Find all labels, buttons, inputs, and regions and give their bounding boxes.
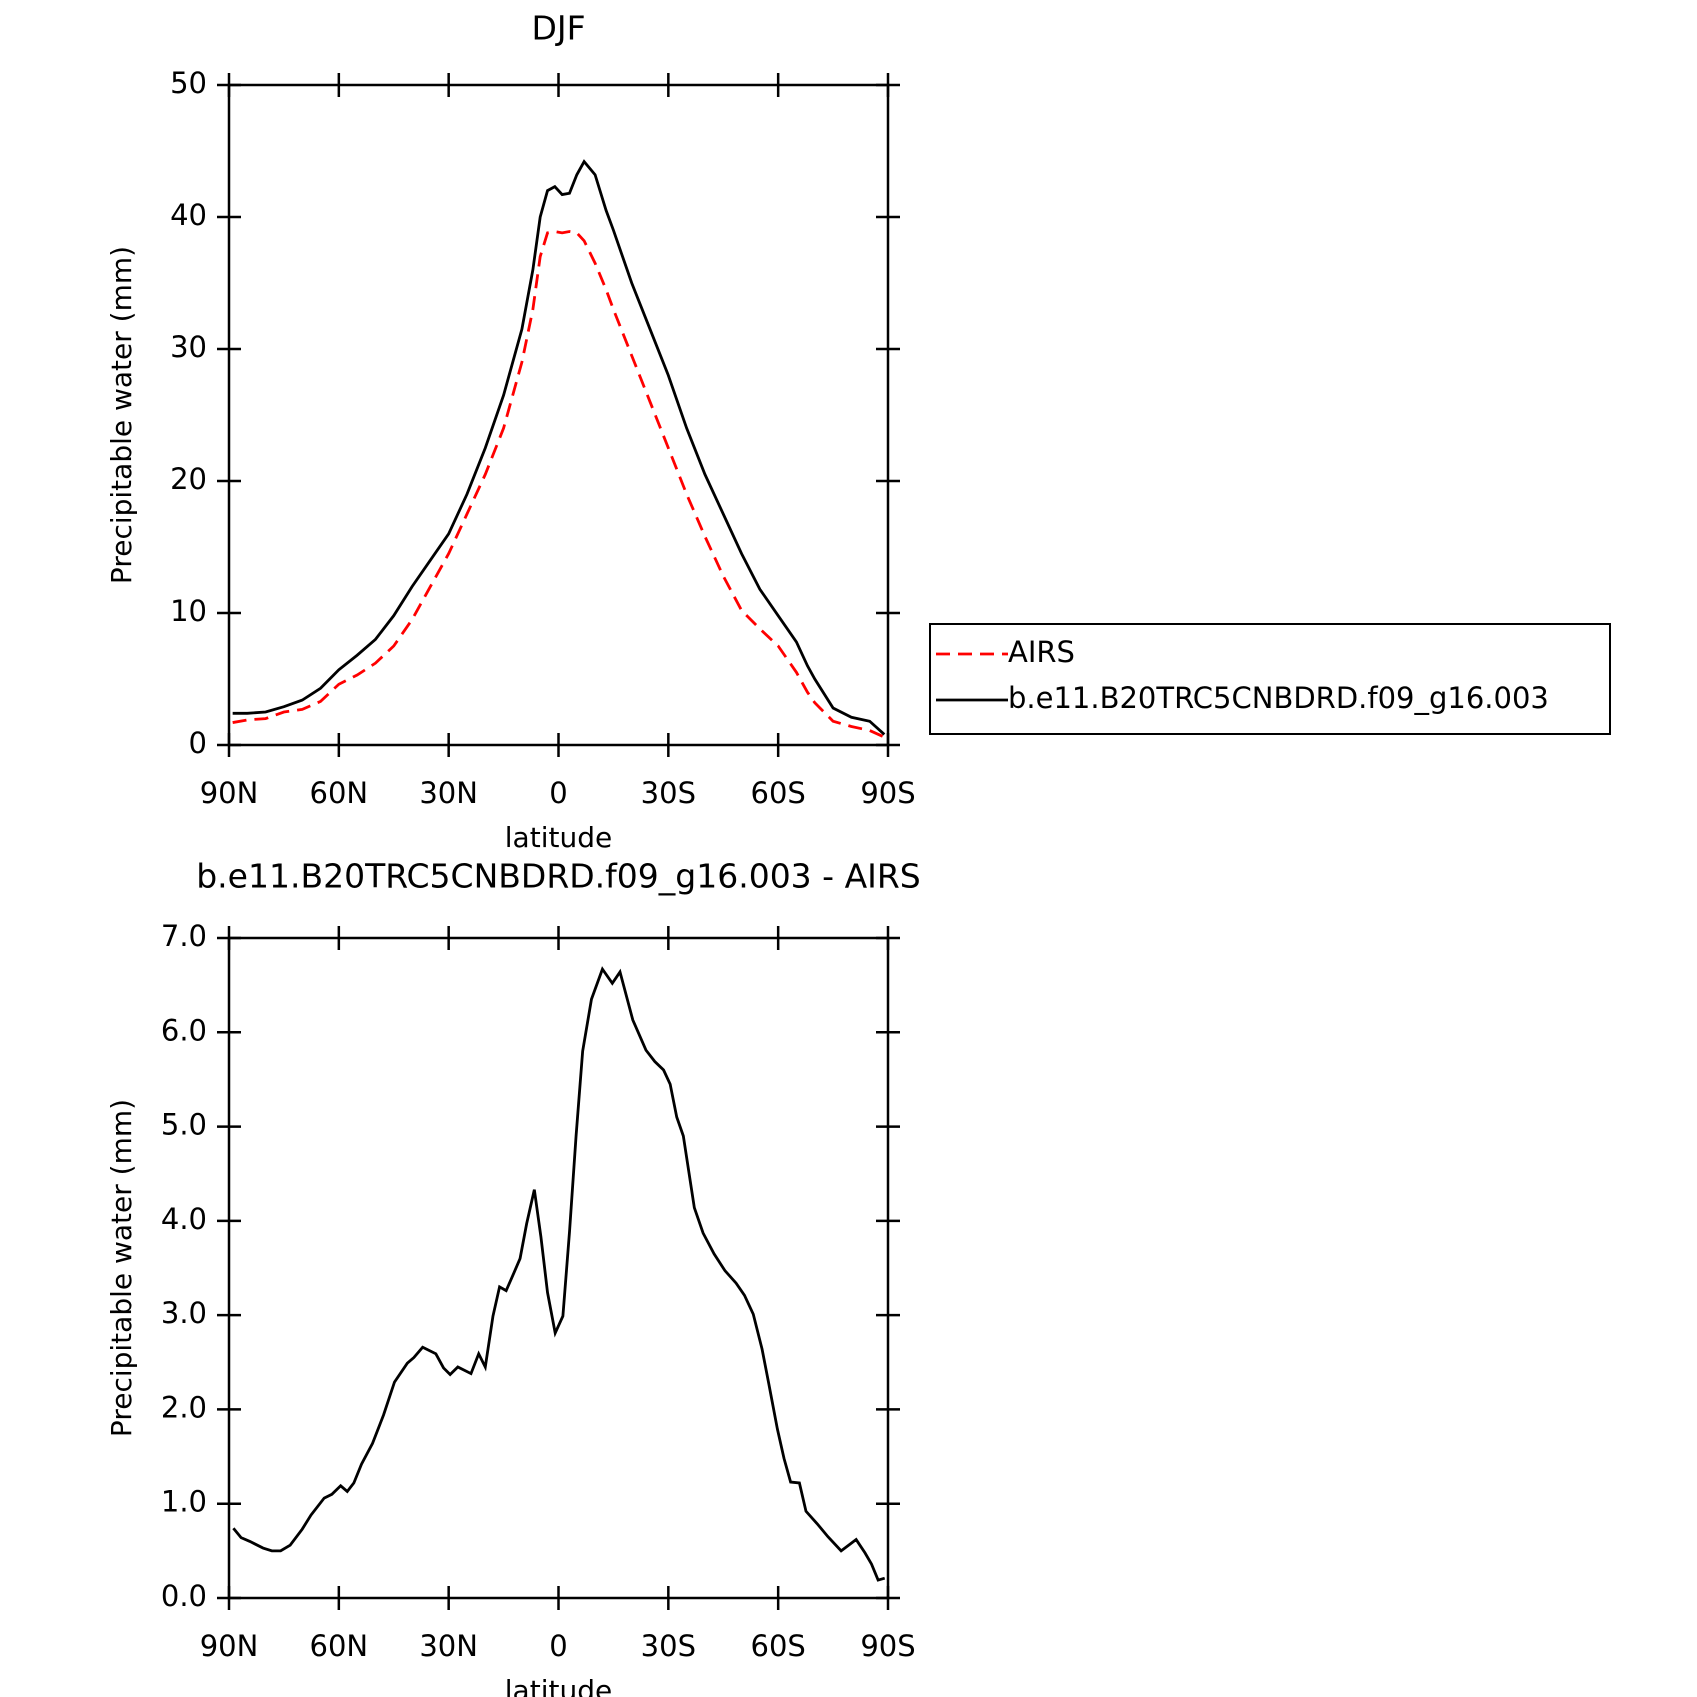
x-tick-label: 60S <box>751 776 806 810</box>
y-tick-label: 4.0 <box>161 1202 207 1236</box>
legend-box <box>929 623 1611 735</box>
y-tick-label: 50 <box>170 66 207 100</box>
x-tick-label: 90N <box>200 776 259 810</box>
y-tick-label: 30 <box>170 330 207 364</box>
chart-title: b.e11.B20TRC5CNBDRD.f09_g16.003 - AIRS <box>196 857 921 896</box>
y-axis-label: Precipitable water (mm) <box>105 1099 138 1437</box>
legend-label: b.e11.B20TRC5CNBDRD.f09_g16.003 <box>1008 681 1549 715</box>
legend-label: AIRS <box>1008 635 1075 669</box>
y-tick-label: 3.0 <box>161 1296 207 1330</box>
x-tick-label: 0 <box>549 1629 567 1663</box>
y-tick-label: 1.0 <box>161 1485 207 1519</box>
y-tick-label: 40 <box>170 198 207 232</box>
x-tick-label: 0 <box>549 776 567 810</box>
x-tick-label: 30N <box>419 776 478 810</box>
x-tick-label: 30S <box>641 776 696 810</box>
x-tick-label: 90S <box>860 776 915 810</box>
data-line <box>232 966 886 1582</box>
y-tick-label: 0 <box>189 726 207 760</box>
x-tick-label: 90S <box>860 1629 915 1663</box>
plot: DJF Precipitable water (mm) latitude 0 10 20 3… <box>105 9 1611 854</box>
y-tick-label: 0.0 <box>161 1579 207 1613</box>
y-tick-label: 6.0 <box>161 1013 207 1047</box>
x-tick-label: 90N <box>200 1629 259 1663</box>
x-tick-label: 60N <box>310 1629 369 1663</box>
y-axis-label: Precipitable water (mm) <box>105 246 138 584</box>
x-tick-label: 30N <box>419 1629 478 1663</box>
x-tick-label: 60N <box>310 776 369 810</box>
y-tick-label: 20 <box>170 462 207 496</box>
plot: b.e11.B20TRC5CNBDRD.f09_g16.003 - AIRS Pr… <box>105 857 921 1697</box>
plot-frame <box>227 936 890 1600</box>
chart-title: DJF <box>531 9 585 48</box>
y-tick-label: 5.0 <box>161 1108 207 1142</box>
plot-frame <box>227 83 890 747</box>
y-tick-label: 2.0 <box>161 1390 207 1424</box>
x-tick-label: 30S <box>641 1629 696 1663</box>
y-tick-label: 7.0 <box>161 919 207 953</box>
x-tick-label: 60S <box>751 1629 806 1663</box>
data-line <box>232 159 886 736</box>
x-axis-label: latitude <box>505 1674 612 1697</box>
y-tick-label: 10 <box>170 594 207 628</box>
data-line <box>232 230 885 739</box>
x-axis-label: latitude <box>505 821 612 854</box>
